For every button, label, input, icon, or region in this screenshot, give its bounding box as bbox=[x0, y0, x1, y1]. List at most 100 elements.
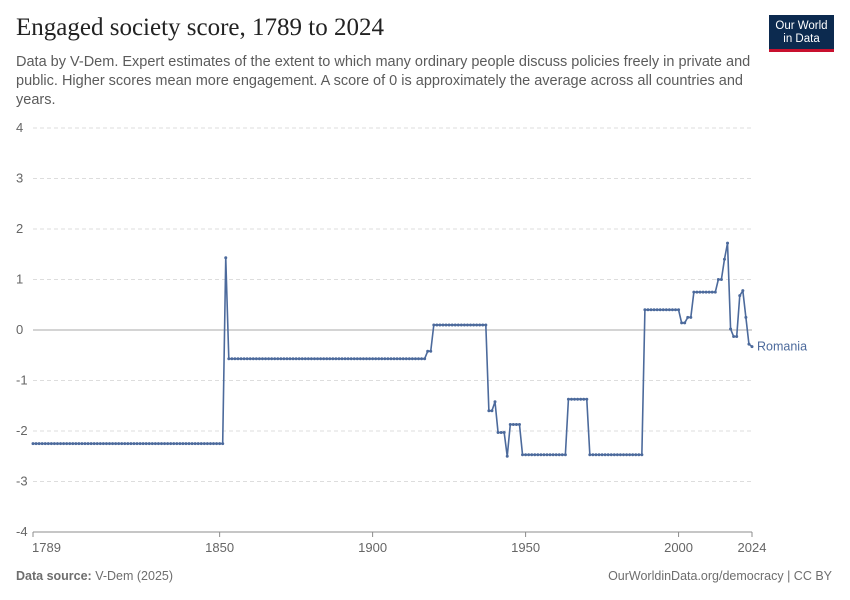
footer-link[interactable]: OurWorldinData.org/democracy | CC BY bbox=[608, 569, 832, 583]
owid-logo[interactable]: Our World in Data bbox=[769, 15, 834, 52]
x-tick-label: 1900 bbox=[358, 540, 387, 555]
data-point bbox=[465, 323, 469, 327]
data-point bbox=[514, 422, 518, 426]
data-point bbox=[138, 442, 142, 446]
data-point bbox=[426, 349, 430, 353]
data-point bbox=[150, 442, 154, 446]
data-point bbox=[309, 357, 313, 361]
data-point bbox=[481, 323, 485, 327]
data-point bbox=[652, 308, 656, 312]
data-point bbox=[123, 442, 127, 446]
data-point bbox=[270, 357, 274, 361]
chart-subtitle: Data by V-Dem. Expert estimates of the e… bbox=[16, 54, 751, 108]
data-point bbox=[478, 323, 482, 327]
data-point bbox=[312, 357, 316, 361]
data-point bbox=[628, 453, 632, 457]
data-point bbox=[560, 453, 564, 457]
data-point bbox=[389, 357, 393, 361]
data-point bbox=[661, 308, 665, 312]
data-point bbox=[417, 357, 421, 361]
data-point bbox=[600, 453, 604, 457]
data-point bbox=[153, 442, 157, 446]
data-point bbox=[126, 442, 130, 446]
data-point bbox=[334, 357, 338, 361]
data-point bbox=[472, 323, 476, 327]
data-point bbox=[65, 442, 69, 446]
data-point bbox=[401, 357, 405, 361]
data-point bbox=[530, 453, 534, 457]
data-point bbox=[355, 357, 359, 361]
data-point bbox=[508, 422, 512, 426]
data-point bbox=[144, 442, 148, 446]
data-point bbox=[248, 357, 252, 361]
data-point bbox=[738, 294, 742, 298]
source-value[interactable]: V-Dem (2025) bbox=[95, 569, 174, 583]
data-point bbox=[71, 442, 75, 446]
data-point bbox=[104, 442, 108, 446]
data-point bbox=[496, 431, 500, 435]
data-point bbox=[83, 442, 87, 446]
data-point bbox=[196, 442, 200, 446]
data-point bbox=[205, 442, 209, 446]
data-point bbox=[319, 357, 323, 361]
data-point bbox=[156, 442, 160, 446]
data-point bbox=[493, 400, 497, 404]
data-point bbox=[374, 357, 378, 361]
data-point bbox=[729, 327, 733, 331]
y-tick-label: -4 bbox=[16, 524, 28, 539]
data-point bbox=[459, 323, 463, 327]
data-point bbox=[591, 453, 595, 457]
data-point bbox=[438, 323, 442, 327]
data-point bbox=[340, 357, 344, 361]
data-point bbox=[129, 442, 133, 446]
series-label-romania: Romania bbox=[757, 340, 807, 354]
data-point bbox=[377, 357, 381, 361]
data-point bbox=[297, 357, 301, 361]
data-point bbox=[484, 323, 488, 327]
data-point bbox=[475, 323, 479, 327]
data-point bbox=[719, 278, 723, 281]
data-point bbox=[511, 422, 515, 426]
data-point bbox=[264, 357, 268, 361]
data-point bbox=[545, 453, 549, 457]
data-point bbox=[539, 453, 543, 457]
y-tick-label: 4 bbox=[16, 120, 23, 135]
data-point bbox=[462, 323, 466, 327]
logo-line-1: Our World bbox=[775, 20, 828, 32]
x-tick-label: 2024 bbox=[738, 540, 767, 555]
data-point bbox=[193, 442, 197, 446]
data-point bbox=[383, 357, 387, 361]
data-point bbox=[230, 357, 234, 361]
data-point bbox=[325, 357, 329, 361]
data-point bbox=[579, 397, 583, 401]
series-layer: Romania bbox=[31, 241, 807, 458]
data-point bbox=[750, 345, 754, 349]
data-point bbox=[744, 315, 748, 319]
data-point bbox=[169, 442, 173, 446]
data-point bbox=[505, 454, 509, 458]
y-tick-label: 3 bbox=[16, 171, 23, 186]
data-point bbox=[655, 308, 659, 312]
data-point bbox=[667, 308, 671, 312]
data-point bbox=[392, 357, 396, 361]
data-point bbox=[582, 397, 586, 401]
data-point bbox=[52, 442, 56, 446]
data-point bbox=[707, 290, 711, 294]
data-point bbox=[343, 357, 347, 361]
data-point bbox=[172, 442, 176, 446]
data-point bbox=[285, 357, 289, 361]
data-point bbox=[352, 357, 356, 361]
data-point bbox=[713, 290, 717, 294]
data-point bbox=[554, 453, 558, 457]
data-point bbox=[212, 442, 216, 446]
data-point bbox=[300, 357, 304, 361]
data-point bbox=[386, 357, 390, 361]
data-point bbox=[46, 442, 50, 446]
data-point bbox=[328, 357, 332, 361]
data-point bbox=[337, 357, 341, 361]
data-point bbox=[111, 442, 115, 446]
data-point bbox=[407, 357, 411, 361]
data-point bbox=[698, 290, 702, 294]
data-point bbox=[37, 442, 41, 446]
data-point bbox=[187, 442, 191, 446]
